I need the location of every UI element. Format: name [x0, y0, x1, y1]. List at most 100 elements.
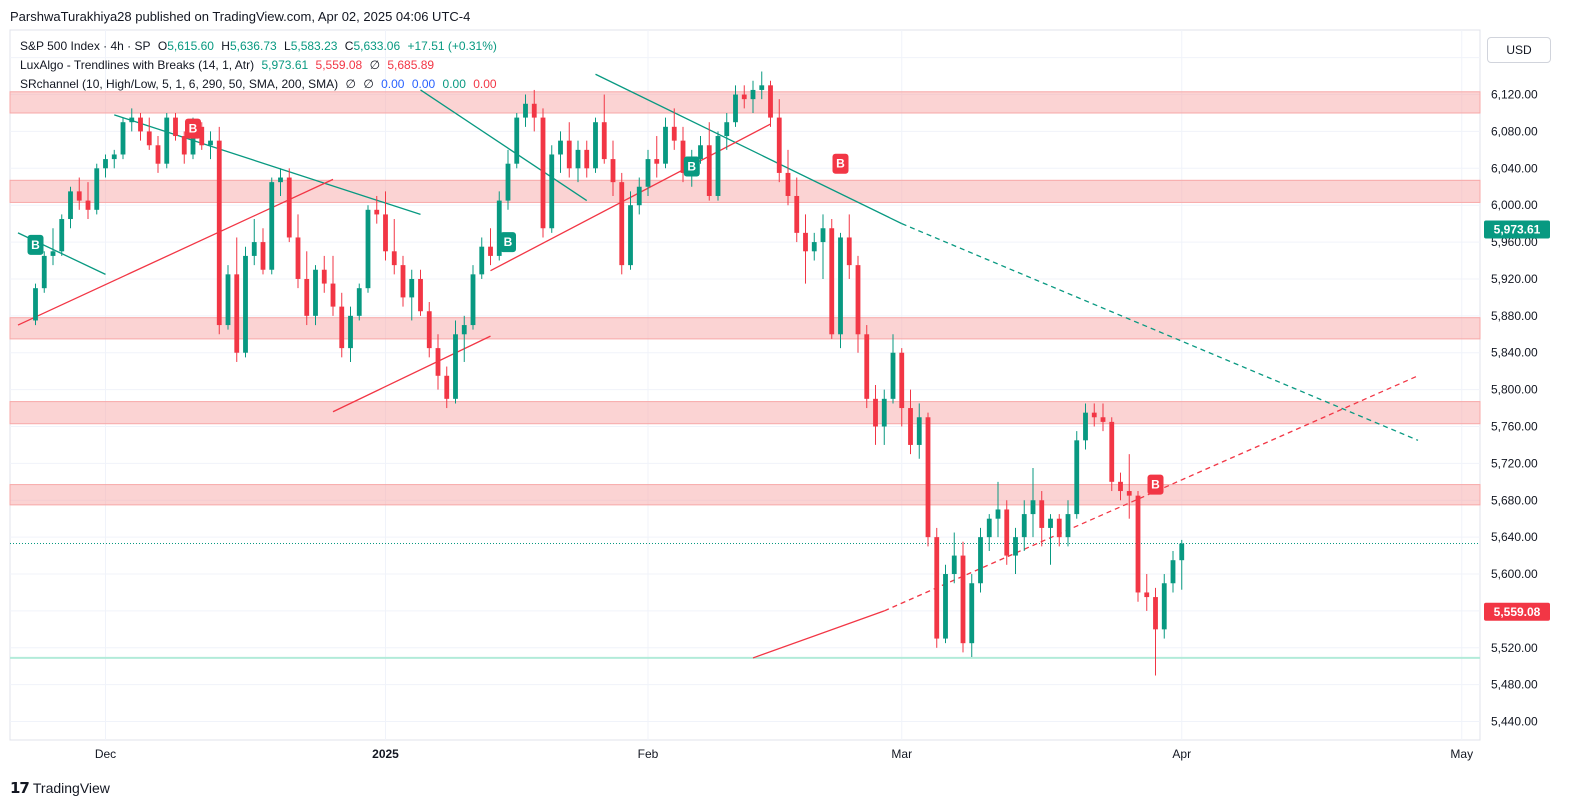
candle-body	[584, 149, 590, 169]
candle	[208, 131, 213, 160]
close-label: C	[344, 39, 354, 53]
candle	[1065, 500, 1071, 547]
price-axis-label-box	[1484, 220, 1550, 239]
candle	[960, 541, 966, 653]
tradingview-logo-icon: 𝟭𝟳	[10, 780, 30, 797]
candle	[890, 334, 896, 404]
candle	[1126, 454, 1132, 519]
candle	[811, 232, 817, 261]
candle-body	[873, 398, 878, 427]
candle	[339, 292, 345, 358]
candle-body	[601, 122, 607, 160]
candle	[741, 85, 747, 109]
x-tick-label: 2025	[372, 747, 399, 761]
candle-body	[269, 182, 275, 270]
break-label: B	[832, 153, 849, 174]
candle-body	[1126, 491, 1132, 496]
trendline-up	[332, 335, 491, 413]
candle-body	[330, 283, 336, 307]
candle	[400, 255, 406, 307]
candle-body	[575, 149, 581, 169]
candle-body	[365, 209, 371, 289]
candle	[41, 251, 47, 293]
break-label-box	[1147, 474, 1164, 495]
indicator-2-empty-1: ∅	[345, 77, 356, 91]
break-label-box	[500, 232, 516, 253]
candle	[698, 136, 703, 164]
y-tick-label: 5,960.00	[1491, 235, 1538, 249]
brand-name: TradingView	[32, 780, 110, 796]
candle	[969, 574, 975, 658]
indicator-2-value-4: 0.00	[473, 77, 497, 91]
candle	[85, 182, 91, 220]
legend-indicator-2: SRchannel (10, High/Low, 5, 1, 6, 290, 5…	[20, 77, 501, 91]
candle-body	[1100, 417, 1106, 422]
candle-body	[654, 159, 660, 164]
candle	[838, 232, 843, 349]
candle	[1179, 539, 1185, 590]
candle	[356, 283, 362, 321]
break-label: B	[27, 234, 44, 255]
candle-body	[85, 200, 91, 210]
candle-body	[383, 214, 388, 252]
candle-body	[951, 555, 957, 575]
candle	[1091, 403, 1097, 427]
candle-body	[1030, 500, 1036, 515]
break-label: B	[500, 232, 516, 253]
candle-body	[94, 168, 100, 210]
candle-body	[103, 159, 108, 169]
candle	[733, 85, 738, 127]
candle	[986, 514, 992, 551]
candle	[1083, 403, 1088, 450]
candle	[575, 140, 581, 183]
candle	[488, 228, 493, 266]
indicator-2-name[interactable]: SRchannel (10, High/Low, 5, 1, 6, 290, 5…	[20, 77, 339, 91]
candle-body	[295, 237, 301, 279]
symbol-name[interactable]: S&P 500 Index · 4h · SP	[20, 39, 151, 53]
candle-body	[278, 177, 283, 183]
candle-body	[1135, 495, 1141, 593]
candle-body	[1118, 481, 1123, 492]
brand-footer[interactable]: 𝟭𝟳 TradingView	[10, 779, 110, 797]
candle	[636, 177, 642, 215]
candle-body	[724, 122, 730, 137]
candle-body	[995, 509, 1001, 519]
indicator-1-value-1: 5,973.61	[261, 58, 309, 72]
candle-body	[1048, 518, 1053, 528]
candle-body	[986, 518, 992, 538]
candle	[269, 177, 275, 275]
candle-body	[1161, 583, 1167, 630]
candle-body	[173, 117, 178, 137]
break-label-text: B	[31, 238, 40, 252]
candle	[750, 80, 756, 113]
candle	[138, 112, 143, 141]
candle-body	[461, 325, 467, 335]
candle-body	[409, 278, 415, 298]
candle	[794, 177, 800, 243]
candle-body	[846, 237, 852, 266]
candle	[706, 122, 712, 201]
currency-button[interactable]: USD	[1487, 37, 1551, 63]
indicator-1-name[interactable]: LuxAlgo - Trendlines with Breaks (14, 1,…	[20, 58, 255, 72]
change-value: +17.51 (+0.31%)	[407, 39, 497, 53]
candle-body	[208, 140, 213, 146]
candle-body	[558, 140, 563, 155]
candle	[540, 108, 546, 238]
candle-body	[111, 154, 117, 160]
price-axis-label-text: 5,973.61	[1494, 223, 1541, 237]
break-label-text: B	[687, 159, 696, 173]
candle	[846, 214, 852, 279]
candle	[654, 136, 660, 178]
candle	[234, 237, 240, 362]
candle-body	[199, 126, 205, 146]
candle-body	[1039, 500, 1045, 528]
candle-body	[444, 375, 450, 399]
candle	[1039, 491, 1045, 547]
candle-body	[400, 265, 406, 298]
candle-body	[470, 274, 476, 326]
sr-zone	[9, 179, 1481, 203]
candle	[155, 136, 161, 173]
y-tick-label: 5,800.00	[1491, 383, 1538, 397]
candle-body	[794, 195, 800, 233]
